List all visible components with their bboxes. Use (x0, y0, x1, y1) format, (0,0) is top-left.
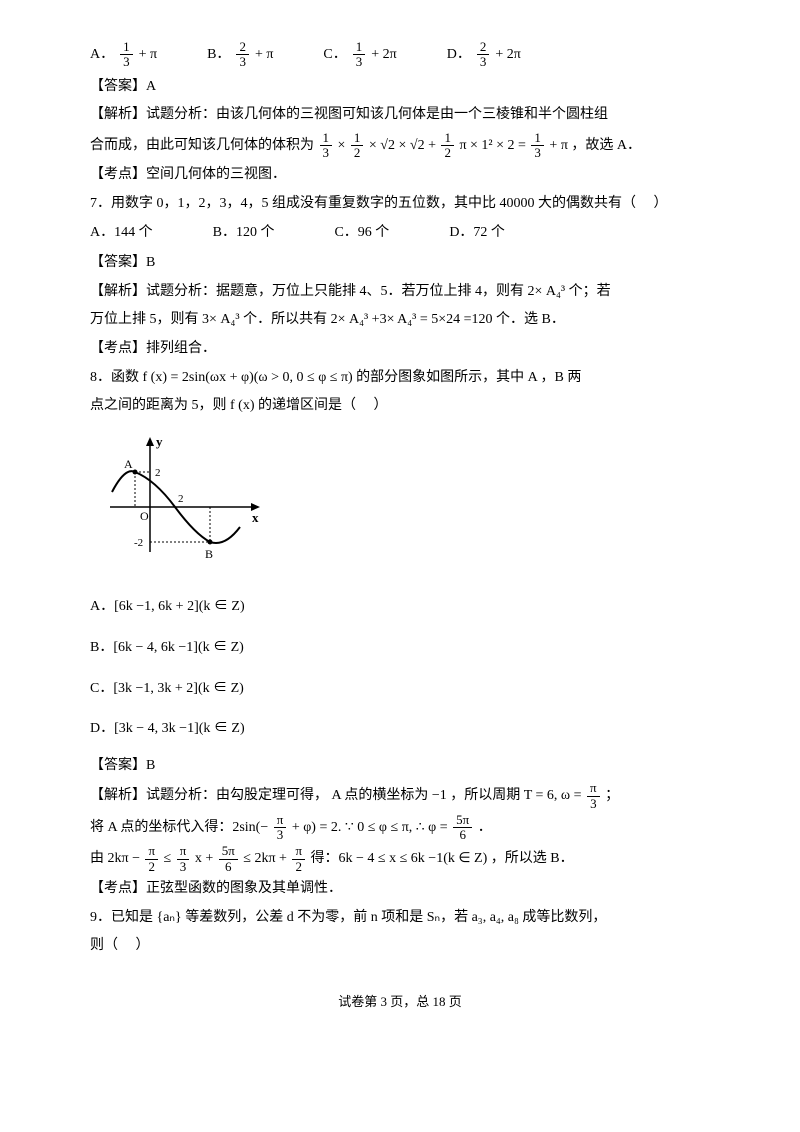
q6-opt-c: C． 1 3 + 2π (323, 40, 396, 70)
ytick-2: 2 (155, 467, 161, 479)
q7-options: A．144 个 B．120 个 C．96 个 D．72 个 (90, 220, 710, 247)
opt-tail: + π (255, 42, 273, 69)
q9-stem-2: 则（ ） (90, 933, 710, 960)
opt-label: B． (207, 42, 230, 69)
y-axis-label: y (156, 434, 163, 449)
q6-opt-d: D． 2 3 + 2π (447, 40, 521, 70)
opt-label: A． (90, 42, 114, 69)
q6-explain-1: 【解析】试题分析：由该几何体的三视图可知该几何体是由一个三棱锥和半个圆柱组 (90, 102, 710, 129)
q8-explain-2: 将 A 点的坐标代入得：2sin(− π3 + φ) = 2. ∵ 0 ≤ φ … (90, 813, 710, 843)
sine-graph-svg: y A 2 2 O -2 B x (100, 432, 270, 572)
frac: 2 3 (236, 40, 249, 70)
q7-opt-a: A．144 个 (90, 220, 153, 247)
q8-graph: y A 2 2 O -2 B x (100, 432, 710, 583)
q9-stem: 9．已知是 {aₙ} 等差数列，公差 d 不为零，前 n 项和是 Sₙ，若 a₃… (90, 905, 710, 932)
point-b-label: B (205, 547, 213, 561)
x-axis-label: x (252, 510, 259, 525)
q6-answer: 【答案】A (90, 74, 710, 101)
page-total: 18 (433, 994, 446, 1009)
q6-options: A． 1 3 + π B． 2 3 + π C． 1 3 + 2π D． (90, 40, 710, 70)
page-content: A． 1 3 + π B． 2 3 + π C． 1 3 + 2π D． (0, 0, 800, 1045)
q8-opt-d: D．[3k − 4, 3k −1](k ∈ Z) (90, 716, 710, 743)
origin-label: O (140, 509, 149, 523)
q8-stem-2: 点之间的距离为 5，则 f (x) 的递增区间是（ ） (90, 393, 710, 420)
q7-opt-c: C．96 个 (334, 220, 389, 247)
q6-kaodian: 【考点】空间几何体的三视图． (90, 162, 710, 189)
opt-tail: + 2π (371, 42, 396, 69)
opt-tail: + 2π (495, 42, 520, 69)
q7-explain-1: 【解析】试题分析：据题意，万位上只能排 4、5．若万位上排 4，则有 2× A₄… (90, 279, 710, 306)
q7-answer: 【答案】B (90, 250, 710, 277)
q7-opt-b: B．120 个 (213, 220, 275, 247)
q8-answer: 【答案】B (90, 753, 710, 780)
point-a-label: A (124, 457, 133, 471)
q7-stem: 7．用数字 0，1，2，3，4，5 组成没有重复数字的五位数，其中比 40000… (90, 191, 710, 218)
q8-opt-b: B．[6k − 4, 6k −1](k ∈ Z) (90, 635, 710, 662)
q8-kaodian: 【考点】正弦型函数的图象及其单调性． (90, 876, 710, 903)
ytick-neg2: -2 (134, 537, 143, 549)
q7-explain-2: 万位上排 5，则有 3× A₄³ 个．所以共有 2× A₄³ +3× A₄³ =… (90, 307, 710, 334)
q8-opt-a: A．[6k −1, 6k + 2](k ∈ Z) (90, 594, 710, 621)
page-footer: 试卷第 3 页，总 18 页 (90, 990, 710, 1015)
opt-label: D． (447, 42, 471, 69)
q6-opt-a: A． 1 3 + π (90, 40, 157, 70)
frac: 1 3 (120, 40, 133, 70)
q7-kaodian: 【考点】排列组合． (90, 336, 710, 363)
frac: 2 3 (477, 40, 490, 70)
opt-label: C． (323, 42, 346, 69)
frac: 1 3 (353, 40, 366, 70)
q6-explain-2: 合而成，由此可知该几何体的体积为 13 × 12 × √2 × √2 + 12 … (90, 131, 710, 161)
xtick-2: 2 (178, 493, 184, 505)
q8-explain-3: 由 2kπ − π2 ≤ π3 x + 5π6 ≤ 2kπ + π2 得：6k … (90, 844, 710, 874)
opt-tail: + π (139, 42, 157, 69)
q8-explain-1: 【解析】试题分析：由勾股定理可得， A 点的横坐标为 −1 ，所以周期 T = … (90, 781, 710, 811)
q7-opt-d: D．72 个 (449, 220, 505, 247)
q8-opt-c: C．[3k −1, 3k + 2](k ∈ Z) (90, 676, 710, 703)
q8-stem: 8．函数 f (x) = 2sin(ωx + φ)(ω > 0, 0 ≤ φ ≤… (90, 365, 710, 392)
q6-opt-b: B． 2 3 + π (207, 40, 273, 70)
